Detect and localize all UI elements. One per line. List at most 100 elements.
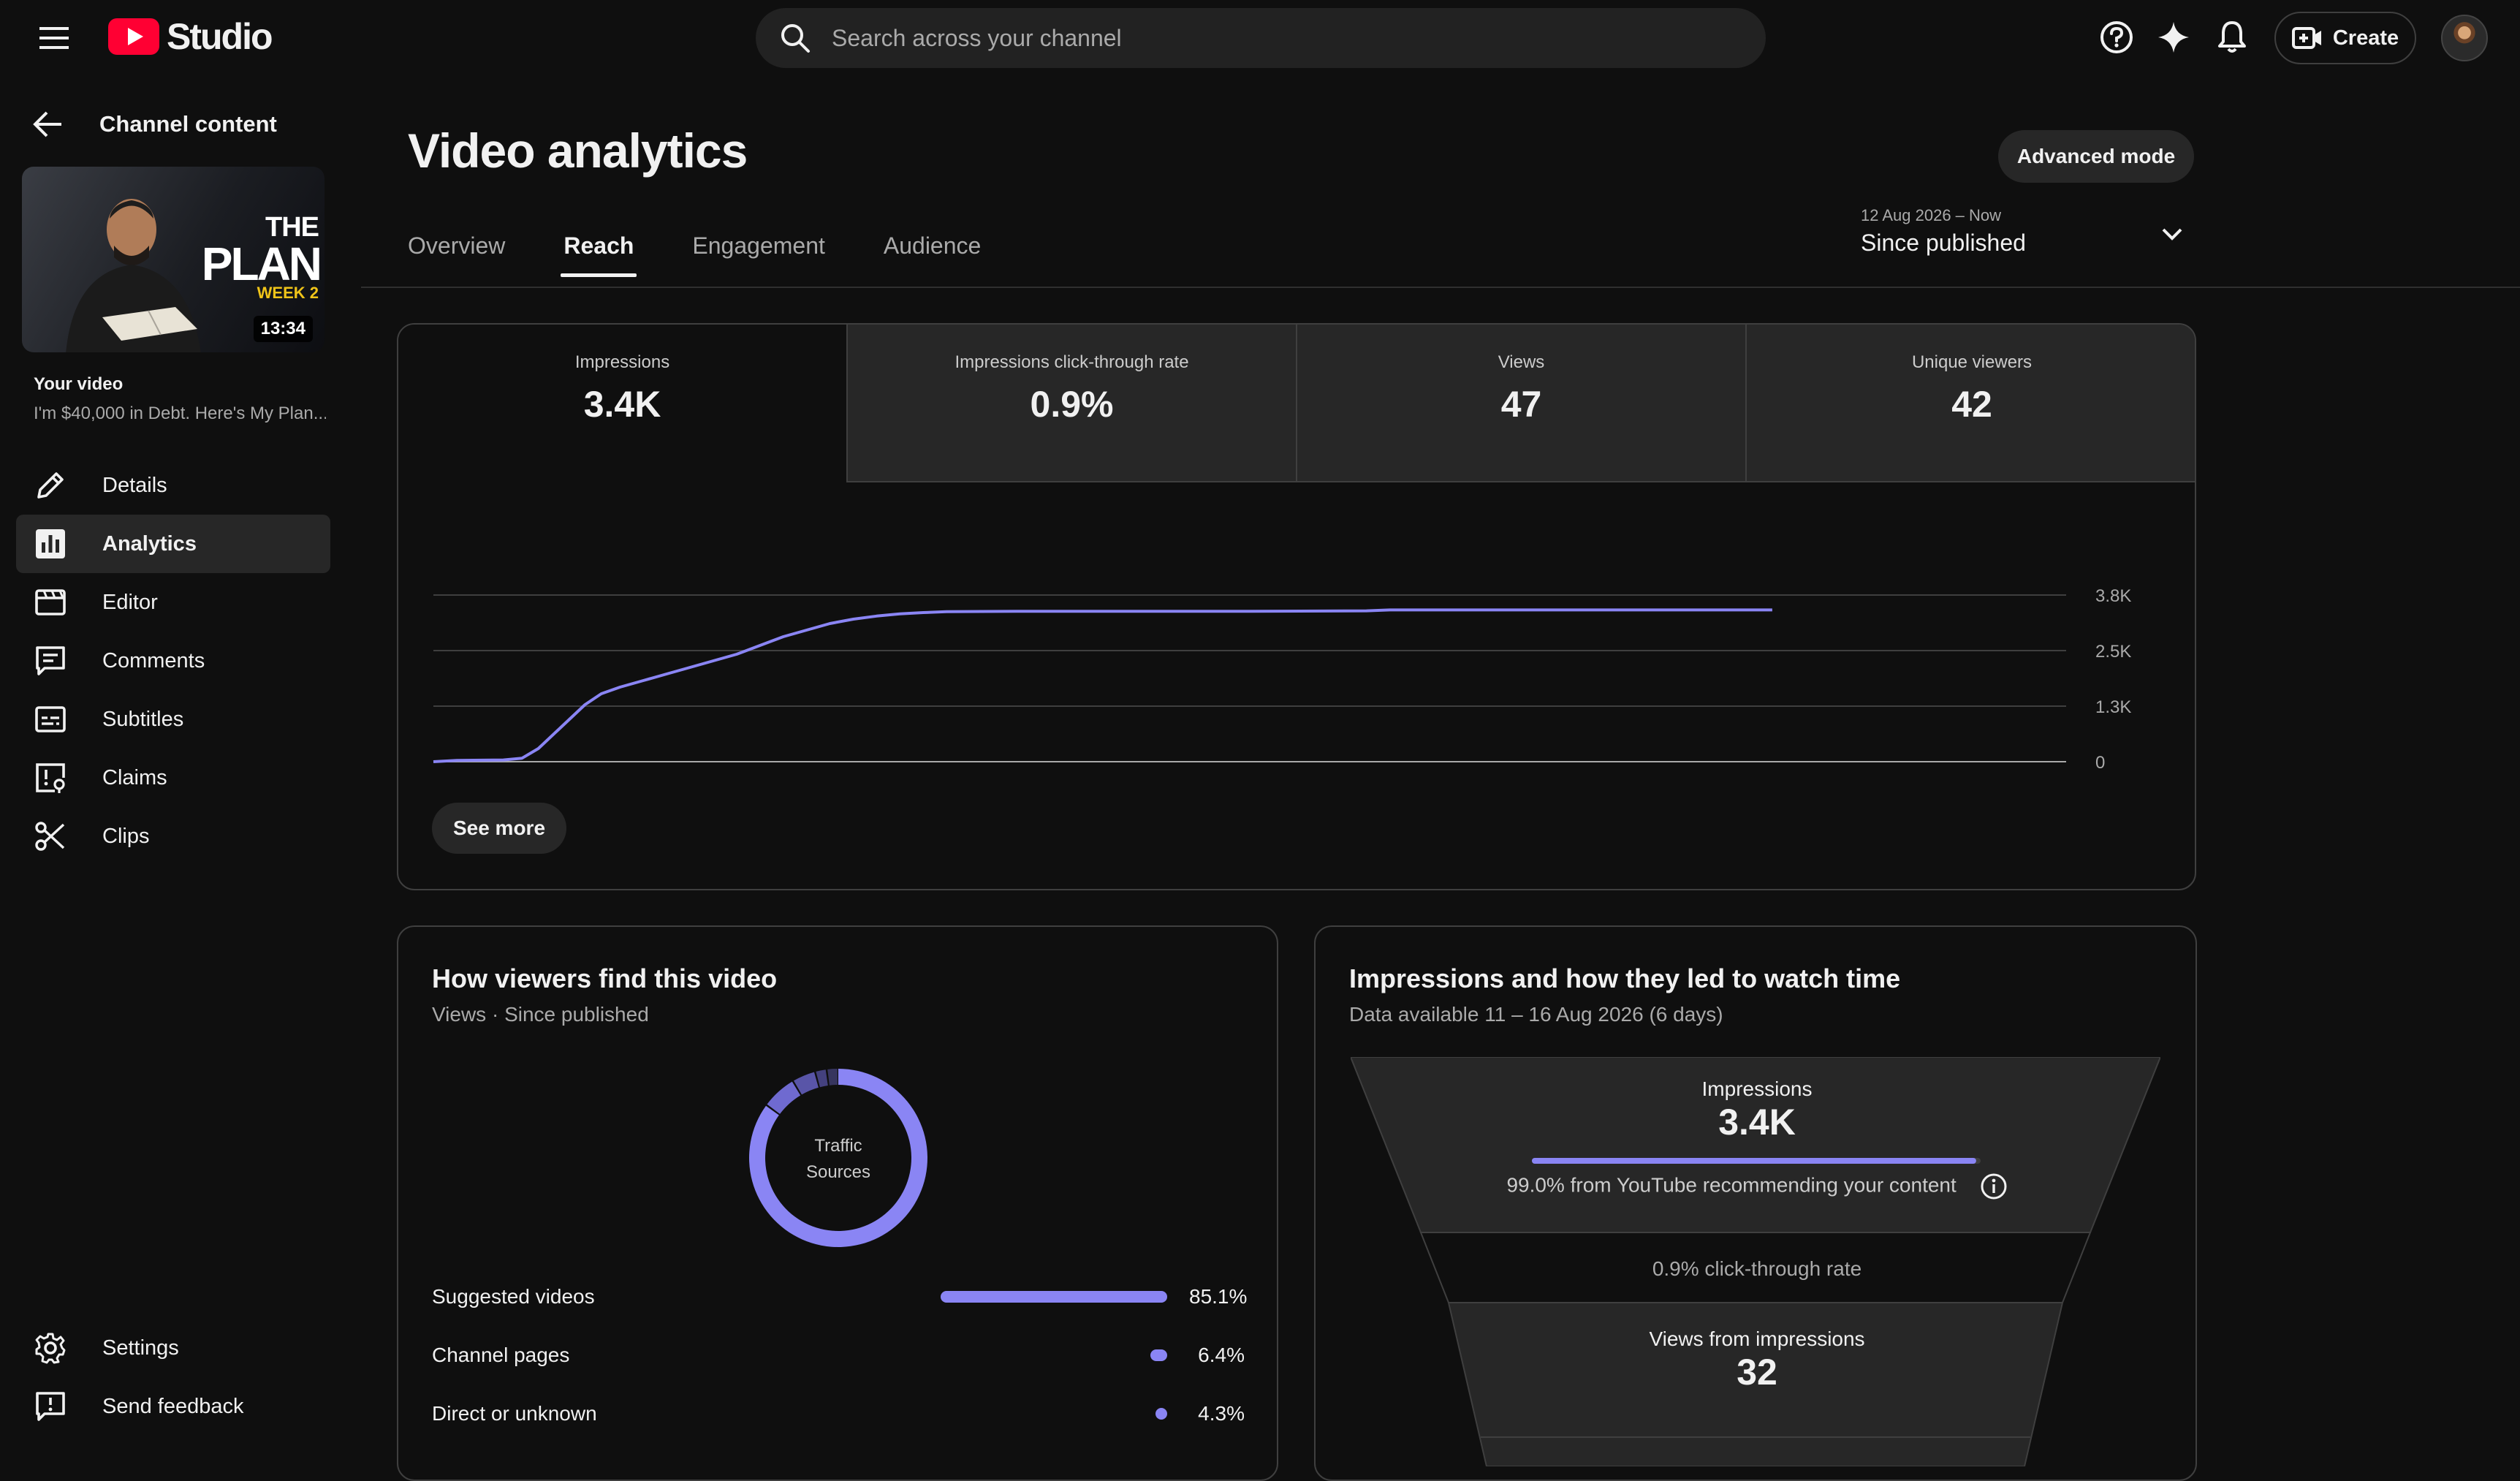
traffic-source-bar [1150, 1349, 1167, 1361]
top-bar: Studio Create [0, 0, 2520, 75]
tab-audience[interactable]: Audience [883, 232, 982, 259]
tab-overview[interactable]: Overview [408, 232, 506, 259]
funnel-impressions-value: 3.4K [1718, 1102, 1796, 1143]
card-title: Impressions and how they led to watch ti… [1349, 963, 1901, 993]
search-input[interactable] [832, 24, 1709, 52]
traffic-source-percent: 6.4% [1198, 1344, 1245, 1366]
sidebar-item-settings[interactable]: Settings [16, 1319, 330, 1377]
search-icon [779, 22, 811, 54]
search-bar[interactable] [756, 8, 1766, 68]
y-tick-label: 1.3K [2095, 697, 2131, 717]
metric-value: 42 [1951, 384, 1992, 425]
tab-engagement[interactable]: Engagement [692, 232, 825, 259]
traffic-source-row[interactable]: Direct or unknown 4.3% [432, 1399, 1245, 1428]
recommend-bar-fill [1532, 1158, 1976, 1164]
traffic-source-label: Channel pages [432, 1344, 570, 1366]
arrow-left-icon [32, 110, 64, 139]
funnel-impressions-label: Impressions [1701, 1077, 1813, 1100]
date-range-selector[interactable]: Since published [1861, 230, 2026, 256]
account-avatar[interactable] [2441, 15, 2488, 61]
editor-icon [34, 586, 67, 619]
menu-icon[interactable] [35, 19, 73, 57]
donut-segment [827, 1069, 838, 1086]
sidebar-item-editor[interactable]: Editor [16, 573, 330, 632]
gear-icon [34, 1331, 67, 1365]
sidebar-item-details[interactable]: Details [16, 456, 330, 515]
create-label: Create [2332, 26, 2399, 50]
comments-icon [34, 644, 67, 678]
metric-impressions[interactable]: Impressions 3.4K [398, 325, 848, 482]
analytics-tabs: Overview Reach Engagement Audience [408, 232, 1039, 281]
page-title: Video analytics [408, 124, 748, 178]
metric-label: Views [1498, 352, 1545, 372]
traffic-source-percent: 4.3% [1198, 1402, 1245, 1425]
tab-reach[interactable]: Reach [561, 232, 637, 281]
traffic-sources-donut [749, 1069, 927, 1247]
create-button[interactable]: Create [2274, 12, 2416, 64]
back-to-channel-content[interactable]: Channel content [32, 110, 277, 139]
card-subtitle: Views · Since published [432, 1003, 649, 1026]
sidebar-item-label: Settings [102, 1336, 179, 1360]
advanced-mode-button[interactable]: Advanced mode [1998, 130, 2194, 183]
sidebar-item-label: Editor [102, 590, 158, 614]
video-title[interactable]: I'm $40,000 in Debt. Here's My Plan... [34, 404, 326, 423]
sidebar-bottom-nav: Settings Send feedback [16, 1319, 330, 1436]
sidebar-item-send-feedback[interactable]: Send feedback [16, 1377, 330, 1436]
sidebar: Channel content THE PLAN WEEK 2 13:34 Yo… [0, 75, 360, 1440]
your-video-label: Your video [34, 374, 124, 394]
metric-impressions-ctr[interactable]: Impressions click-through rate 0.9% [848, 325, 1297, 482]
funnel-stage-views [1447, 1302, 2064, 1466]
metric-label: Impressions [574, 352, 670, 372]
donut-center-label: Traffic Sources [805, 1136, 871, 1182]
metric-value: 0.9% [1030, 384, 1114, 425]
traffic-source-row[interactable]: Channel pages 6.4% [432, 1341, 1245, 1370]
claims-icon [34, 761, 67, 795]
see-more-button[interactable]: See more [432, 803, 566, 854]
thumbnail-text-week: WEEK 2 [257, 284, 319, 302]
funnel-ctr-text: 0.9% click-through rate [1652, 1257, 1862, 1280]
sidebar-item-claims[interactable]: Claims [16, 749, 330, 807]
chevron-down-icon[interactable] [2157, 219, 2187, 249]
traffic-source-row[interactable]: Suggested videos 85.1% [432, 1282, 1247, 1311]
notifications-icon[interactable] [2213, 18, 2251, 56]
analytics-icon [34, 527, 67, 561]
y-tick-label: 3.8K [2095, 586, 2131, 606]
y-tick-label: 0 [2095, 753, 2105, 773]
brand-name: Studio [167, 16, 273, 57]
sidebar-item-label: Comments [102, 648, 205, 673]
video-thumbnail[interactable]: THE PLAN WEEK 2 13:34 [22, 167, 325, 352]
sidebar-item-clips[interactable]: Clips [16, 807, 330, 866]
impressions-series-line [433, 608, 1772, 763]
metric-unique-viewers[interactable]: Unique viewers 42 [1747, 325, 2195, 482]
traffic-source-label: Direct or unknown [432, 1402, 597, 1425]
traffic-source-bar [941, 1291, 1167, 1303]
metric-label: Impressions click-through rate [955, 352, 1189, 372]
metric-tabs: Impressions 3.4K Impressions click-throu… [398, 325, 2195, 482]
sidebar-item-comments[interactable]: Comments [16, 632, 330, 690]
donut-segment [767, 1081, 801, 1114]
scissors-icon [34, 819, 67, 853]
thumbnail-text-plan: PLAN [201, 238, 322, 290]
impressions-funnel-card: Impressions and how they led to watch ti… [1314, 925, 2197, 1481]
card-title: How viewers find this video [432, 963, 778, 993]
subtitles-icon [34, 702, 67, 736]
y-tick-label: 2.5K [2095, 642, 2131, 662]
sidebar-item-subtitles[interactable]: Subtitles [16, 690, 330, 749]
sidebar-nav: Details Analytics Editor Comments Subtit… [16, 456, 330, 866]
sidebar-item-label: Clips [102, 824, 150, 848]
youtube-logo-icon [108, 18, 159, 55]
info-icon[interactable] [1980, 1173, 2008, 1200]
pencil-icon [34, 469, 67, 502]
traffic-source-bar [1155, 1408, 1167, 1420]
card-subtitle: Data available 11 – 16 Aug 2026 (6 days) [1349, 1003, 1723, 1026]
metric-value: 3.4K [583, 384, 661, 425]
help-icon[interactable] [2098, 18, 2136, 56]
sparkle-icon[interactable] [2155, 18, 2193, 56]
studio-logo[interactable]: Studio [108, 16, 273, 57]
back-label: Channel content [99, 111, 277, 137]
sidebar-item-analytics[interactable]: Analytics [16, 515, 330, 573]
metric-views[interactable]: Views 47 [1297, 325, 1747, 482]
impressions-funnel [1351, 1057, 2160, 1466]
date-range-dates[interactable]: 12 Aug 2026 – Now [1861, 206, 2002, 224]
sidebar-item-label: Claims [102, 765, 167, 789]
